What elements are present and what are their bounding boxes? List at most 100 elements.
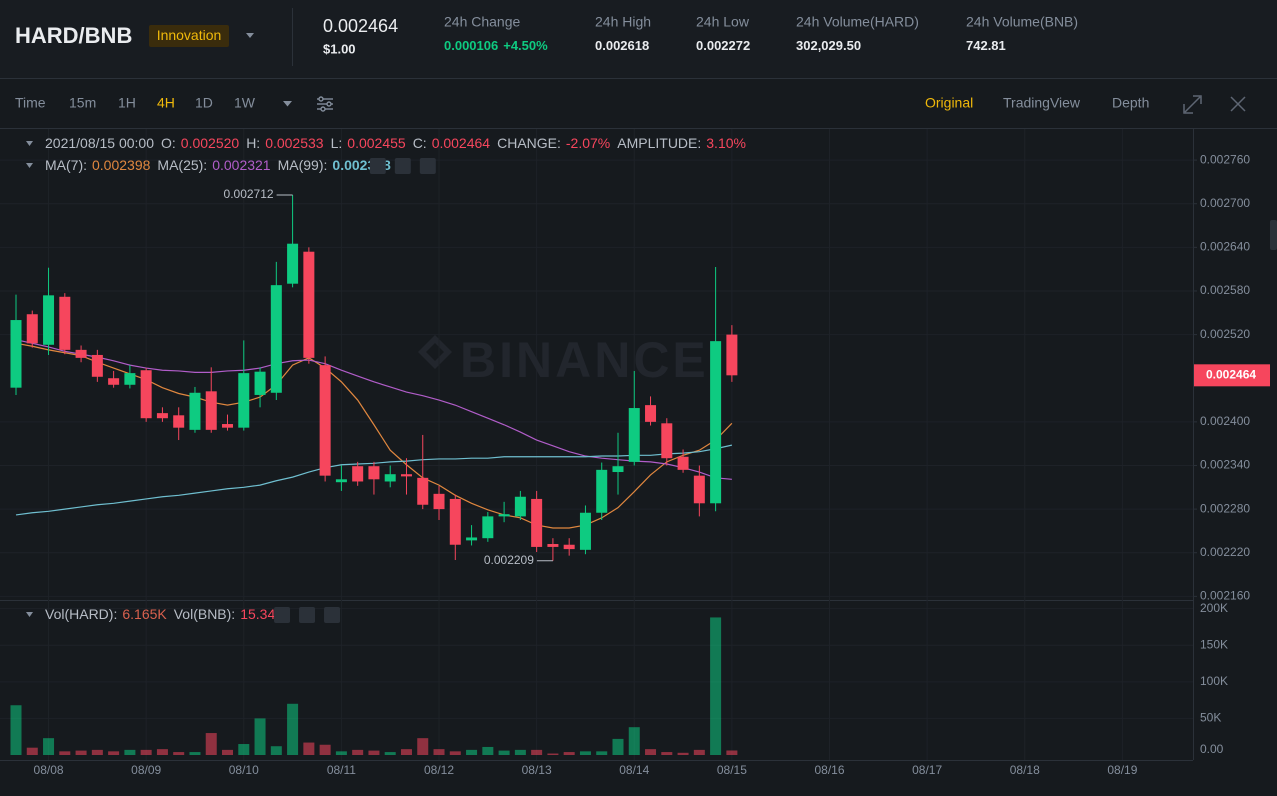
volume-bar — [303, 742, 315, 755]
volume-bar — [514, 749, 526, 755]
interval-tab[interactable]: 1D — [195, 95, 213, 111]
candle-body — [433, 493, 445, 510]
candle-body — [368, 466, 380, 480]
volume-bar — [693, 749, 705, 755]
volume-bar — [661, 752, 673, 755]
interval-tab[interactable]: 15m — [69, 95, 96, 111]
volume-bar — [677, 752, 689, 755]
candle-body — [417, 477, 429, 505]
candle-body — [254, 371, 266, 395]
candle-body — [677, 456, 689, 470]
view-tab[interactable]: Depth — [1112, 95, 1149, 111]
candle-body — [156, 413, 168, 419]
y-tick-label: 0.002520 — [1200, 327, 1250, 341]
volume-bar — [352, 749, 364, 755]
y-tick-label: 0.002640 — [1200, 240, 1250, 254]
candle-body — [10, 320, 22, 388]
candle-body — [628, 408, 640, 462]
ma-value: 0.002398 — [92, 157, 151, 173]
x-tick-label: 08/10 — [229, 763, 259, 777]
info-label: O: — [161, 135, 176, 151]
stat-value-part: 0.002272 — [696, 38, 750, 53]
info-value: -2.07% — [566, 135, 610, 151]
legend-eye-button[interactable] — [369, 158, 386, 174]
current-price-label: 0.002464 — [1206, 367, 1256, 381]
volume-bar — [400, 749, 412, 755]
settings-icon[interactable] — [317, 96, 333, 112]
annotation-label: 0.002712 — [224, 187, 274, 201]
candle-body — [466, 537, 478, 541]
candle-body — [612, 466, 624, 473]
view-tab[interactable]: Original — [925, 95, 973, 111]
pair-dropdown[interactable] — [246, 33, 254, 38]
legend-gear-button[interactable] — [394, 158, 411, 174]
watermark: BINANCE — [460, 332, 709, 388]
more-intervals[interactable] — [283, 101, 292, 107]
vol-legend: Vol(HARD): 6.165K Vol(BNB): 15.343 — [45, 606, 283, 622]
volume-bar — [43, 738, 55, 755]
candle-body — [43, 295, 55, 345]
ma-collapse[interactable] — [26, 163, 33, 168]
stat-value: 742.81 — [966, 38, 1006, 53]
candle-body — [205, 391, 217, 430]
ohlc-info: 2021/08/15 00:00 O: 0.002520 H: 0.002533 L: 0.… — [45, 135, 746, 151]
ma-legend: MA(7): 0.002398 MA(25): 0.002321 MA(99): 0.00… — [45, 157, 391, 173]
volume-bar — [335, 751, 347, 755]
stat-value-part: +4.50% — [503, 38, 548, 53]
vol-tick-label: 0.00 — [1200, 742, 1224, 756]
candle-body — [596, 469, 608, 513]
candle-body — [514, 496, 526, 517]
candle-body — [108, 378, 120, 385]
ma-value: 0.002321 — [212, 157, 271, 173]
vol-collapse[interactable] — [26, 612, 33, 617]
vol-tick-label: 50K — [1200, 711, 1221, 725]
last-price: 0.002464 — [323, 16, 398, 36]
candle-body — [579, 512, 591, 550]
candle-body — [189, 392, 201, 430]
volume-bar — [645, 749, 657, 755]
stat-label: 24h Volume(HARD) — [796, 14, 919, 30]
view-tab[interactable]: TradingView — [1003, 95, 1081, 111]
volume-bar — [108, 751, 120, 755]
volume-bar — [547, 753, 559, 755]
fullscreen-icon[interactable] — [1183, 95, 1202, 114]
info-label: H: — [246, 135, 260, 151]
legend-remove-button[interactable] — [324, 607, 341, 623]
interval-tab[interactable]: 4H — [157, 95, 175, 111]
legend-remove-button[interactable] — [419, 158, 436, 174]
x-tick-label: 08/17 — [912, 763, 942, 777]
info-collapse[interactable] — [26, 141, 33, 146]
candle-body — [384, 474, 396, 482]
interval-tab[interactable]: 1W — [234, 95, 256, 111]
volume-bar — [124, 749, 136, 755]
interval-tab[interactable]: 1H — [118, 95, 136, 111]
stat-value-part: 0.002618 — [595, 38, 649, 53]
x-tick-label: 08/18 — [1010, 763, 1040, 777]
info-value: 0.002533 — [265, 135, 324, 151]
legend-eye-button[interactable] — [274, 607, 291, 623]
volume-bar — [628, 727, 640, 755]
stat-label: 24h High — [595, 14, 651, 30]
volume-bar — [612, 738, 624, 755]
volume-bar — [238, 744, 250, 755]
stat-label: 24h Low — [696, 14, 750, 30]
volume-bar — [498, 750, 510, 755]
volume-bar — [222, 749, 234, 755]
interval-tab[interactable]: Time — [15, 95, 46, 111]
candle-body — [238, 373, 250, 428]
legend-gear-button[interactable] — [299, 607, 316, 623]
volume-bar — [26, 747, 38, 755]
volume-bar — [368, 750, 380, 755]
close-icon[interactable] — [1230, 96, 1246, 112]
candle-body — [124, 373, 136, 385]
candle-body — [303, 251, 315, 358]
candle-body — [693, 475, 705, 504]
stat-value: 0.002618 — [595, 38, 649, 53]
volume-bar — [189, 752, 201, 755]
volume-bar — [205, 733, 217, 755]
volume-bar — [726, 750, 738, 755]
candle-body — [531, 498, 543, 547]
scroll-handle[interactable] — [1270, 220, 1277, 250]
stat-label: 24h Change — [444, 14, 521, 30]
